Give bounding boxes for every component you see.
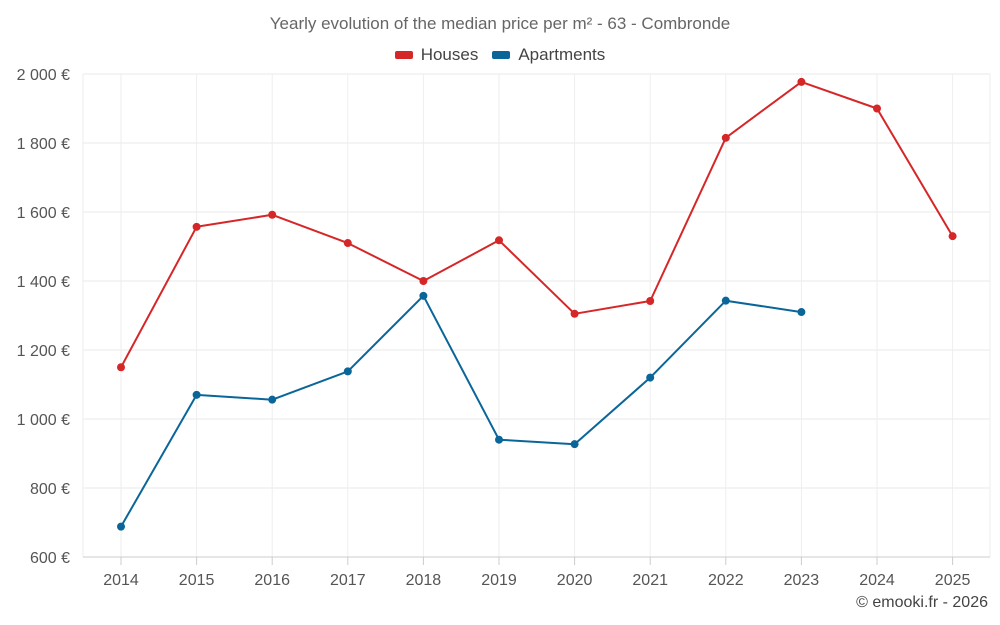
x-tick-label: 2021 bbox=[632, 572, 668, 589]
x-tick-label: 2019 bbox=[481, 572, 517, 589]
x-tick-label: 2020 bbox=[557, 572, 593, 589]
data-point-houses-2025 bbox=[948, 232, 957, 241]
y-tick-label: 800 € bbox=[30, 481, 70, 498]
x-tick-label: 2023 bbox=[784, 572, 820, 589]
data-point-houses-2024 bbox=[873, 104, 881, 113]
data-point-houses-2019 bbox=[495, 236, 503, 245]
data-point-apartments-2018 bbox=[419, 291, 428, 300]
legend-label-houses: Houses bbox=[420, 45, 479, 64]
x-tick-label: 2014 bbox=[103, 572, 139, 589]
x-tick-label: 2017 bbox=[330, 572, 366, 589]
axes: 600 € 800 € 1 000 € 1 200 € 1 400 € 1 600 € 1 … bbox=[17, 67, 990, 589]
x-tick-label: 2024 bbox=[859, 572, 895, 589]
x-tick-label: 2022 bbox=[708, 572, 744, 589]
y-tick-label: 1 200 € bbox=[17, 343, 70, 360]
data-point-houses-2018 bbox=[419, 277, 428, 285]
y-tick-label: 1 600 € bbox=[17, 205, 70, 222]
data-point-houses-2020 bbox=[570, 309, 579, 318]
chart-title: Yearly evolution of the median price per… bbox=[269, 14, 731, 33]
data-point-apartments-2023 bbox=[797, 308, 806, 317]
data-point-apartments-2014 bbox=[117, 522, 125, 531]
y-tick-label: 1 000 € bbox=[17, 412, 70, 429]
data-point-houses-2015 bbox=[192, 222, 201, 231]
data-point-houses-2016 bbox=[268, 210, 277, 219]
x-tick-label: 2018 bbox=[406, 572, 442, 589]
data-point-houses-2023 bbox=[797, 77, 806, 86]
legend-label-apartments: Apartments bbox=[518, 45, 606, 64]
y-tick-label: 1 800 € bbox=[17, 136, 70, 153]
data-point-apartments-2022 bbox=[721, 296, 730, 305]
x-tick-label: 2025 bbox=[935, 572, 971, 589]
legend-item-houses[interactable]: Houses bbox=[394, 45, 479, 65]
series-line-houses bbox=[120, 80, 954, 368]
data-point-apartments-2020 bbox=[570, 440, 579, 449]
data-point-houses-2022 bbox=[721, 133, 730, 142]
chart-legend: Houses Apartments bbox=[0, 45, 1000, 65]
data-point-apartments-2015 bbox=[192, 390, 201, 399]
legend-swatch-apartments bbox=[492, 51, 511, 59]
grid-lines bbox=[82, 73, 991, 557]
series-line-apartments bbox=[120, 294, 802, 528]
data-point-apartments-2019 bbox=[495, 435, 503, 444]
legend-item-apartments[interactable]: Apartments bbox=[492, 45, 605, 65]
data-point-apartments-2017 bbox=[343, 367, 352, 376]
data-point-apartments-2016 bbox=[268, 395, 277, 404]
y-tick-label: 1 400 € bbox=[17, 274, 70, 291]
x-tick-label: 2016 bbox=[254, 572, 290, 589]
data-point-houses-2017 bbox=[343, 239, 352, 248]
data-point-houses-2021 bbox=[646, 297, 655, 306]
series-layer bbox=[117, 77, 957, 531]
data-point-apartments-2021 bbox=[646, 373, 655, 382]
credit-text: © emooki.fr - 2026 bbox=[856, 594, 988, 611]
y-tick-label: 2 000 € bbox=[17, 67, 70, 84]
y-tick-label: 600 € bbox=[30, 550, 70, 567]
legend-swatch-houses bbox=[394, 51, 413, 59]
x-tick-label: 2015 bbox=[179, 572, 215, 589]
data-point-houses-2014 bbox=[117, 363, 125, 372]
